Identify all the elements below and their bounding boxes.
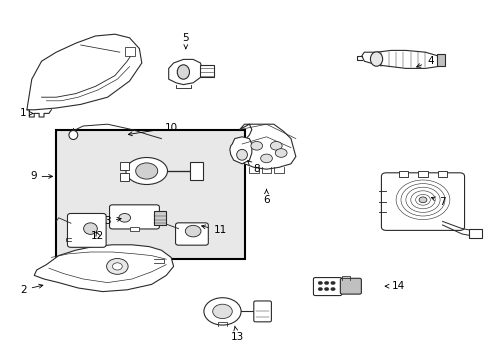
Text: 3: 3 <box>104 216 121 226</box>
Text: 14: 14 <box>385 281 405 291</box>
Bar <box>436 54 445 66</box>
Circle shape <box>318 282 322 284</box>
Circle shape <box>112 263 122 270</box>
Polygon shape <box>27 34 142 110</box>
Circle shape <box>260 154 272 163</box>
Bar <box>468 229 481 238</box>
Text: 11: 11 <box>201 225 226 235</box>
Text: 1: 1 <box>20 108 33 118</box>
FancyBboxPatch shape <box>109 205 159 229</box>
Polygon shape <box>229 137 251 164</box>
Circle shape <box>418 197 426 203</box>
Polygon shape <box>239 124 295 169</box>
Ellipse shape <box>177 65 189 79</box>
Circle shape <box>185 225 201 237</box>
Circle shape <box>203 298 241 325</box>
Circle shape <box>106 258 128 274</box>
Bar <box>120 173 128 181</box>
Circle shape <box>275 149 286 157</box>
Bar <box>120 162 128 170</box>
Text: 5: 5 <box>182 33 189 49</box>
Circle shape <box>330 282 334 284</box>
Bar <box>124 47 135 56</box>
Text: 4: 4 <box>416 56 433 67</box>
FancyBboxPatch shape <box>175 223 208 245</box>
Circle shape <box>324 282 328 284</box>
FancyBboxPatch shape <box>253 301 271 322</box>
Circle shape <box>318 287 322 291</box>
FancyBboxPatch shape <box>313 278 341 296</box>
Polygon shape <box>168 59 203 85</box>
Bar <box>154 211 166 225</box>
Polygon shape <box>361 50 439 68</box>
FancyBboxPatch shape <box>67 213 106 247</box>
Text: 9: 9 <box>30 171 52 181</box>
Circle shape <box>324 287 328 291</box>
Bar <box>437 171 447 177</box>
Text: 13: 13 <box>230 326 244 342</box>
FancyBboxPatch shape <box>381 173 464 230</box>
Polygon shape <box>34 245 173 292</box>
Text: 8: 8 <box>247 161 260 174</box>
Text: 6: 6 <box>263 189 269 205</box>
Bar <box>189 162 203 180</box>
Circle shape <box>119 213 130 222</box>
Ellipse shape <box>83 223 97 234</box>
Bar <box>199 65 214 77</box>
Circle shape <box>250 141 262 150</box>
Ellipse shape <box>69 130 78 139</box>
Circle shape <box>212 304 232 319</box>
Ellipse shape <box>370 52 382 66</box>
Text: 10: 10 <box>128 123 177 136</box>
Circle shape <box>270 141 282 150</box>
Bar <box>56 130 244 259</box>
Ellipse shape <box>236 149 247 160</box>
Ellipse shape <box>126 158 167 184</box>
Text: 7: 7 <box>430 197 445 207</box>
Ellipse shape <box>136 163 157 179</box>
Bar <box>398 171 407 177</box>
Bar <box>129 227 139 231</box>
Bar <box>417 171 427 177</box>
Text: 12: 12 <box>91 231 104 241</box>
Circle shape <box>330 287 334 291</box>
FancyBboxPatch shape <box>340 278 361 294</box>
Text: 2: 2 <box>20 284 43 295</box>
